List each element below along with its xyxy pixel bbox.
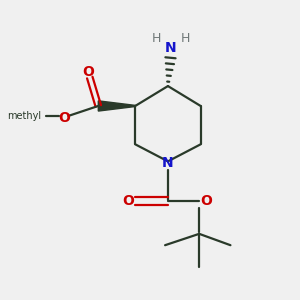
Text: O: O <box>200 194 212 208</box>
Text: H: H <box>181 32 190 45</box>
Text: H: H <box>151 32 161 45</box>
Text: methyl: methyl <box>7 111 41 121</box>
Text: O: O <box>82 65 94 79</box>
Text: O: O <box>122 194 134 208</box>
Polygon shape <box>98 101 135 111</box>
Text: N: N <box>162 156 174 170</box>
Text: O: O <box>58 111 70 125</box>
Text: N: N <box>165 41 177 55</box>
